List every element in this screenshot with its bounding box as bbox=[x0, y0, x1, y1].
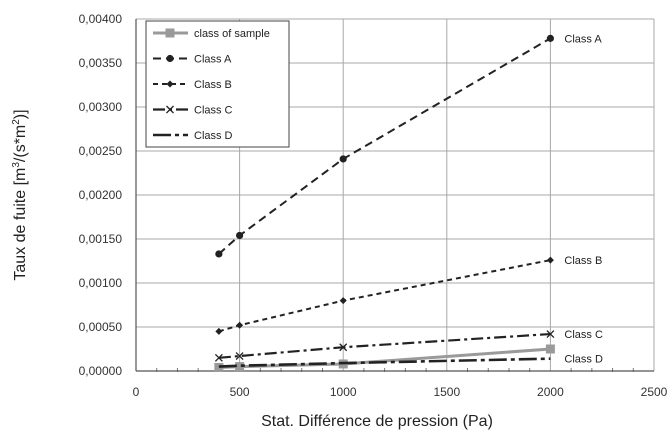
series-line-class-b bbox=[218, 259, 551, 333]
legend-marker-class-c bbox=[166, 105, 174, 114]
x-tick-label: 0 bbox=[133, 385, 140, 399]
y-axis-title: Taux de fuite [m3/(s*m2)] bbox=[11, 109, 29, 280]
x-tick-label: 500 bbox=[230, 385, 250, 399]
data-point-class-a bbox=[236, 231, 244, 240]
data-point-class-c bbox=[235, 352, 244, 360]
series-class-c bbox=[214, 330, 555, 362]
data-point-class-a bbox=[215, 250, 223, 258]
y-tick-label: 0,00300 bbox=[79, 100, 123, 114]
x-tick-label: 1500 bbox=[433, 385, 460, 399]
x-tick-labels: 0 500 1000 1500 2000 2500 bbox=[133, 385, 668, 399]
end-label-class-a: Class A bbox=[564, 33, 602, 45]
data-point-class-b bbox=[546, 256, 554, 264]
end-label-class-c: Class C bbox=[564, 329, 603, 341]
legend-label-class-b: Class B bbox=[194, 79, 232, 91]
series-class-a bbox=[215, 34, 555, 258]
y-tick-label: 0,00050 bbox=[79, 320, 123, 334]
x-tick-label: 2500 bbox=[641, 385, 668, 399]
data-point-class-c bbox=[339, 343, 348, 352]
data-point-class-b bbox=[339, 297, 347, 305]
end-label-class-b: Class B bbox=[564, 255, 602, 267]
legend: class of sample Class A Class B Class C Clas… bbox=[145, 20, 290, 148]
data-point-class-a bbox=[339, 155, 347, 163]
legend-label-class-c: Class C bbox=[194, 105, 233, 117]
legend-marker-class-of-sample bbox=[165, 28, 175, 38]
y-tick-label: 0,00000 bbox=[79, 364, 123, 378]
legend-label-class-d: Class D bbox=[194, 130, 233, 142]
series-line-class-c bbox=[218, 332, 551, 359]
series-class-b bbox=[215, 256, 554, 335]
series-line-class-d bbox=[218, 357, 551, 368]
data-point-class-a bbox=[546, 34, 555, 42]
y-tick-label: 0,00100 bbox=[79, 276, 123, 290]
data-point-class-b bbox=[215, 327, 223, 335]
y-tick-labels: 0,00000 0,00050 0,00100 0,00150 0,00200 0,002… bbox=[79, 12, 123, 378]
end-label-class-d: Class D bbox=[564, 354, 603, 366]
y-tick-label: 0,00250 bbox=[79, 144, 123, 158]
series-line-class-a bbox=[218, 37, 551, 255]
legend-marker-class-b bbox=[166, 80, 174, 88]
data-point-class-of-sample bbox=[545, 344, 555, 354]
data-point-class-c bbox=[214, 353, 223, 362]
legend-marker-class-a bbox=[166, 54, 174, 63]
series-class-d bbox=[218, 357, 551, 368]
y-tick-label: 0,00150 bbox=[79, 232, 123, 246]
x-axis-title: Stat. Différence de pression (Pa) bbox=[261, 413, 493, 430]
data-point-class-of-sample bbox=[214, 362, 224, 372]
y-tick-label: 0,00400 bbox=[79, 12, 123, 26]
data-point-class-of-sample bbox=[235, 362, 245, 372]
series-layer bbox=[214, 34, 555, 372]
y-tick-label: 0,00200 bbox=[79, 188, 123, 202]
series-end-labels: Class A Class B Class C Class D bbox=[564, 33, 603, 365]
y-tick-label: 0,00350 bbox=[79, 56, 123, 70]
legend-label-class-of-sample: class of sample bbox=[194, 28, 270, 40]
data-point-class-b bbox=[236, 321, 244, 329]
legend-label-class-a: Class A bbox=[194, 54, 232, 66]
x-tick-label: 1000 bbox=[330, 385, 357, 399]
data-point-class-c bbox=[546, 330, 555, 338]
x-tick-label: 2000 bbox=[537, 385, 564, 399]
